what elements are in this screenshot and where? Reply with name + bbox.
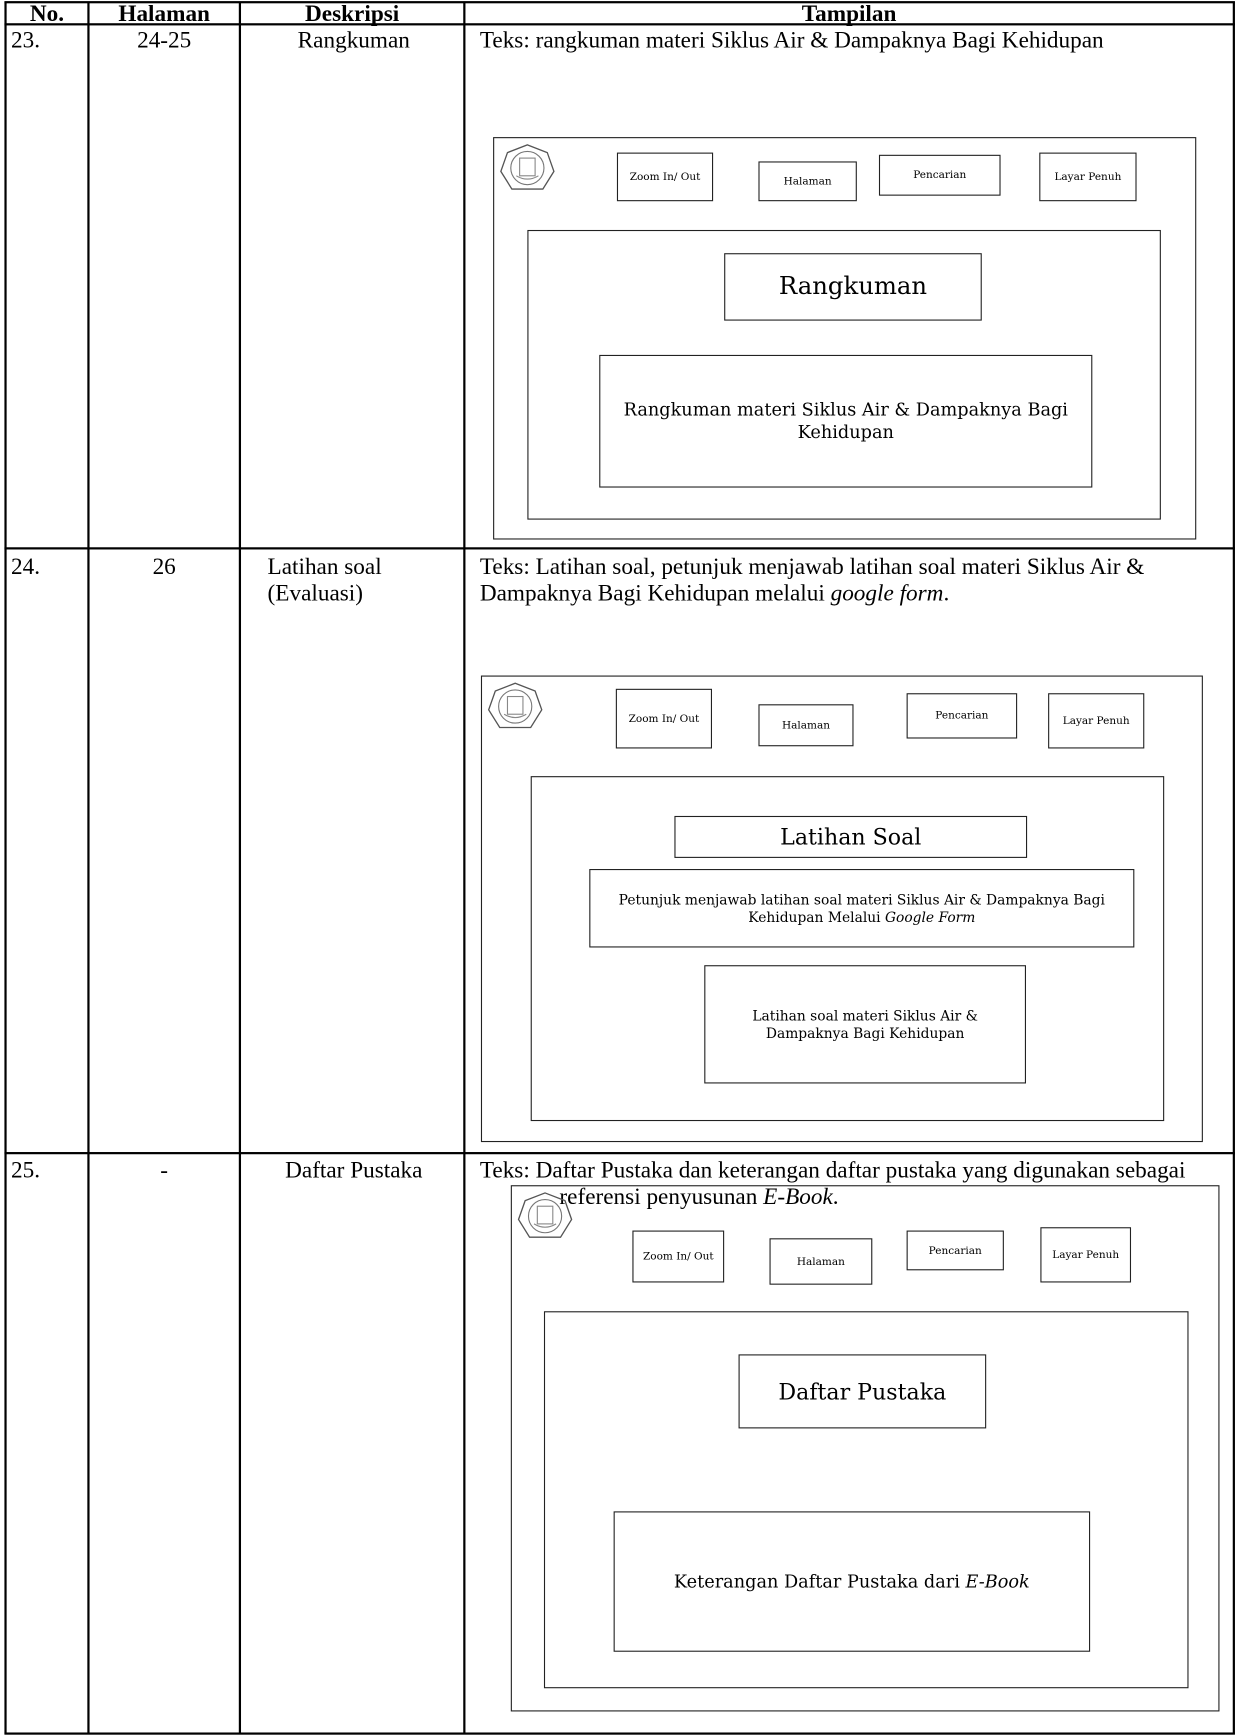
text-segment: Keterangan Daftar Pustaka dari	[673, 1570, 966, 1592]
table-border	[4, 23, 1235, 26]
nav-button: Pencarian	[906, 693, 1018, 739]
nav-button: Layar Penuh	[1039, 152, 1137, 202]
text-segment: google form	[830, 579, 944, 606]
text-segment: E-Book	[763, 1182, 833, 1210]
text-segment: Rangkuman materi Siklus Air & Dampaknya …	[623, 399, 1068, 443]
table-border	[1232, 2, 1235, 1734]
mockup-frame	[493, 137, 1197, 540]
text-segment: .	[832, 1182, 839, 1210]
mockup-title: Rangkuman	[724, 253, 982, 321]
nav-button: Halaman	[758, 704, 854, 747]
text-segment: Teks: Latihan soal, petunjuk menjawab la…	[479, 552, 1145, 606]
nav-button: Pencarian	[906, 1230, 1004, 1271]
content-text: Keterangan Daftar Pustaka dari E-Book	[674, 1571, 1030, 1593]
page-number: 26	[152, 552, 176, 580]
logo-icon	[487, 682, 543, 729]
mockup-frame	[480, 675, 1203, 1143]
mockup-title: Latihan Soal	[674, 815, 1028, 858]
nav-button: Halaman	[769, 1238, 873, 1285]
content-box: Rangkuman materi Siklus Air & Dampaknya …	[599, 354, 1093, 488]
table-border	[4, 1, 1235, 4]
table-border	[4, 547, 1235, 550]
row-number: 23.	[11, 26, 41, 54]
text-segment: .	[943, 579, 950, 606]
content-text: Latihan soal materi Siklus Air & Dampakn…	[721, 1007, 1010, 1042]
mockup-title: Daftar Pustaka	[738, 1354, 987, 1429]
nav-button: Zoom In/ Out	[616, 152, 714, 202]
nav-button: Pencarian	[878, 154, 1001, 196]
table-border	[87, 2, 90, 1734]
logo	[486, 681, 543, 732]
row-number: 24.	[11, 552, 41, 580]
description: Rangkuman	[297, 26, 410, 54]
mockup-frame	[510, 1185, 1220, 1712]
text-segment: Google Form	[884, 908, 976, 925]
table-border	[463, 2, 466, 1734]
content-box: Keterangan Daftar Pustaka dari E-Book	[613, 1511, 1091, 1652]
display-text: Teks: rangkuman materi Siklus Air & Damp…	[480, 27, 1234, 54]
column-header: No.	[29, 0, 65, 27]
description: Latihan soal (Evaluasi)	[267, 552, 382, 606]
text-segment: Latihan soal materi Siklus Air & Dampakn…	[752, 1007, 978, 1041]
logo-icon	[517, 1192, 573, 1238]
content-box: Latihan soal materi Siklus Air & Dampakn…	[704, 965, 1026, 1084]
table-border	[4, 2, 7, 1734]
nav-button: Layar Penuh	[1040, 1227, 1132, 1283]
logo	[499, 143, 556, 194]
nav-button: Zoom In/ Out	[615, 688, 713, 749]
column-header: Tampilan	[801, 0, 897, 27]
logo	[516, 1191, 573, 1242]
content-text: Petunjuk menjawab latihan soal materi Si…	[606, 891, 1118, 926]
nav-button: Halaman	[758, 161, 857, 202]
content-box: Petunjuk menjawab latihan soal materi Si…	[589, 869, 1135, 948]
description: Daftar Pustaka	[285, 1156, 423, 1183]
row-number: 25.	[11, 1156, 41, 1183]
nav-button: Layar Penuh	[1048, 693, 1145, 749]
display-text: Teks: Daftar Pustaka dan keterangan daft…	[480, 1156, 1234, 1209]
text-segment: E-Book	[965, 1570, 1030, 1592]
text-segment: Teks: rangkuman materi Siklus Air & Damp…	[479, 26, 1104, 54]
column-header: Deskripsi	[305, 0, 400, 27]
nav-button: Zoom In/ Out	[632, 1230, 725, 1283]
table-border	[4, 1152, 1235, 1155]
table-border	[4, 1732, 1235, 1735]
content-frame	[530, 776, 1165, 1122]
display-text: Teks: Latihan soal, petunjuk menjawab la…	[480, 553, 1230, 606]
page-number: -	[160, 1156, 169, 1183]
column-header: Halaman	[118, 0, 210, 27]
text-segment: Teks: Daftar Pustaka dan keterangan daft…	[479, 1156, 1186, 1210]
content-frame	[543, 1311, 1189, 1689]
content-text: Rangkuman materi Siklus Air & Dampaknya …	[616, 399, 1076, 443]
content-frame	[527, 229, 1161, 520]
page-number: 24-25	[137, 26, 192, 54]
logo-icon	[500, 144, 555, 190]
table-border	[238, 2, 242, 1734]
text-segment: Petunjuk menjawab latihan soal materi Si…	[618, 890, 1105, 925]
